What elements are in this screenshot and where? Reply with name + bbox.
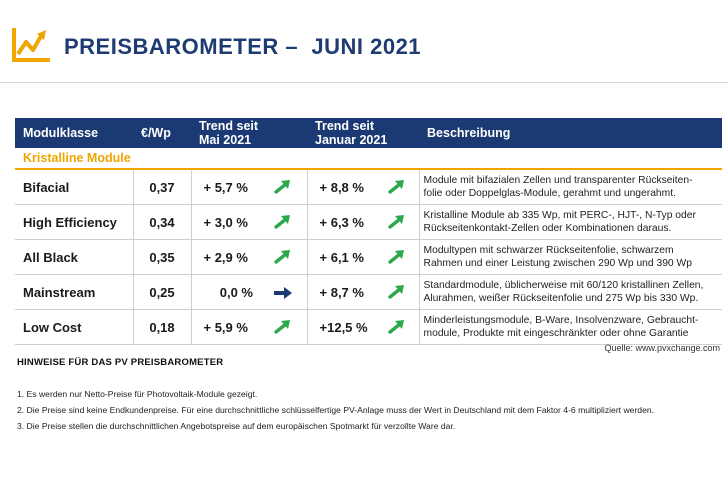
chart-logo-icon (12, 28, 50, 62)
trend-jan-arrow (375, 309, 420, 345)
up-right-icon (388, 285, 404, 299)
up-right-icon (388, 250, 404, 264)
notes-heading: HINWEISE FÜR DAS PV PREISBAROMETER (17, 357, 224, 368)
section-label: Kristalline Module (15, 148, 723, 170)
price-table: Modulklasse €/Wp Trend seit Mai 2021 Tren… (15, 118, 723, 345)
row-trend-mai: + 5,7 % (191, 169, 259, 205)
row-trend-mai: + 3,0 % (191, 204, 259, 240)
row-trend-mai: + 5,9 % (191, 309, 259, 345)
trend-mai-arrow (259, 204, 308, 240)
col-header-price: €/Wp (133, 118, 191, 148)
row-name: All Black (15, 239, 134, 275)
trend-jan-arrow (375, 274, 420, 310)
row-name: High Efficiency (15, 204, 134, 240)
row-name: Mainstream (15, 274, 134, 310)
source-note: Quelle: www.pvxchange.com (604, 343, 720, 353)
row-price: 0,18 (133, 309, 192, 345)
trend-mai-arrow (259, 169, 308, 205)
up-right-icon (388, 180, 404, 194)
col-header-trend-jan: Trend seit Januar 2021 (307, 118, 420, 148)
row-price: 0,25 (133, 274, 192, 310)
row-trend-jan: + 6,1 % (307, 239, 376, 275)
page-title: PREISBAROMETER – JUNI 2021 (64, 34, 422, 59)
row-name: Bifacial (15, 169, 134, 205)
row-description: Module mit bifazialen Zellen und transpa… (419, 169, 723, 205)
row-description: Modultypen mit schwarzer Rückseitenfolie… (419, 239, 723, 275)
table-row: All Black 0,35 + 2,9 % + 6,1 % Modultype… (15, 239, 723, 275)
row-description: Standardmodule, üblicherweise mit 60/120… (419, 274, 723, 310)
col-header-trend-mai: Trend seit Mai 2021 (191, 118, 308, 148)
up-right-icon (274, 320, 290, 334)
row-price: 0,37 (133, 169, 192, 205)
up-right-icon (274, 215, 290, 229)
row-price: 0,34 (133, 204, 192, 240)
up-right-icon (388, 215, 404, 229)
trend-jan-arrow (375, 239, 420, 275)
up-right-icon (274, 250, 290, 264)
trend-mai-arrow (259, 239, 308, 275)
row-trend-jan: + 8,7 % (307, 274, 376, 310)
section-row: Kristalline Module (15, 148, 723, 170)
trend-jan-arrow (375, 169, 420, 205)
right-arrow-icon (273, 286, 292, 299)
row-trend-jan: + 8,8 % (307, 169, 376, 205)
row-trend-jan: +12,5 % (307, 309, 376, 345)
row-trend-jan: + 6,3 % (307, 204, 376, 240)
table-row: High Efficiency 0,34 + 3,0 % + 6,3 % Kri… (15, 204, 723, 240)
trend-mai-arrow (259, 309, 308, 345)
row-description: Minderleistungsmodule, B-Ware, Insolvenz… (419, 309, 723, 345)
table-row: Low Cost 0,18 + 5,9 % +12,5 % Minderleis… (15, 309, 723, 345)
col-header-modulklasse: Modulklasse (15, 118, 133, 148)
row-trend-mai: + 2,9 % (191, 239, 259, 275)
trend-jan-arrow (375, 204, 420, 240)
col-header-beschreibung: Beschreibung (419, 118, 723, 148)
table-header-row: Modulklasse €/Wp Trend seit Mai 2021 Tren… (15, 118, 723, 148)
note-item: 1. Es werden nur Netto-Preise für Photov… (17, 389, 258, 399)
title-divider (0, 82, 728, 83)
row-description: Kristalline Module ab 335 Wp, mit PERC-,… (419, 204, 723, 240)
row-trend-mai: 0,0 % (191, 274, 259, 310)
table-row: Mainstream 0,25 0,0 % + 8,7 % Standardmo… (15, 274, 723, 310)
row-price: 0,35 (133, 239, 192, 275)
note-item: 2. Die Preise sind keine Endkundenpreise… (17, 405, 655, 415)
table-row: Bifacial 0,37 + 5,7 % + 8,8 % Module mit… (15, 169, 723, 205)
up-right-icon (274, 180, 290, 194)
note-item: 3. Die Preise stellen die durchschnittli… (17, 421, 456, 431)
row-name: Low Cost (15, 309, 134, 345)
up-right-icon (388, 320, 404, 334)
trend-mai-arrow (259, 274, 308, 310)
